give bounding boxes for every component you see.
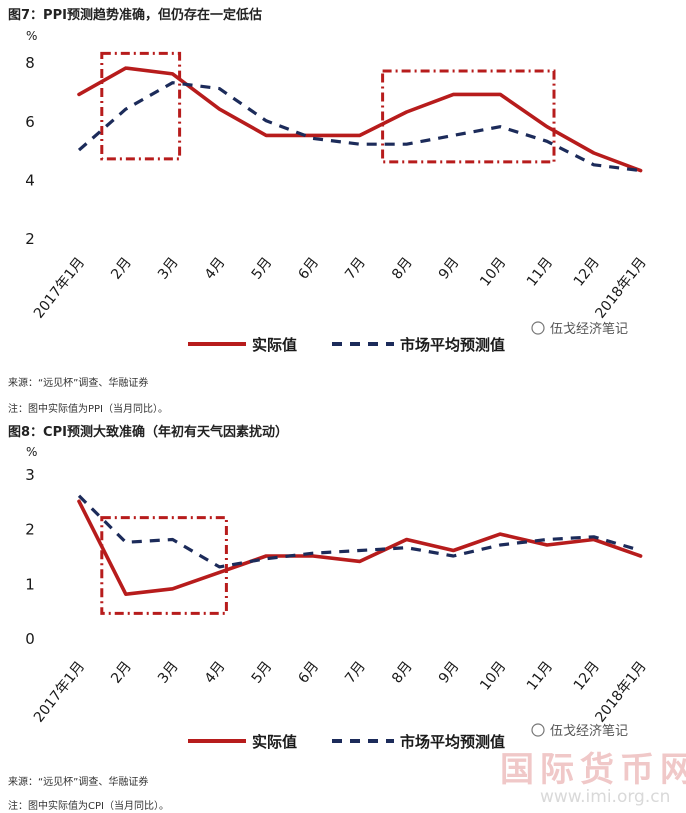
x-tick-label: 3月 [155,255,182,283]
chart1-note: 注：图中实际值为PPI（当月同比）。 [8,404,169,415]
x-tick-label: 10月 [477,255,509,290]
chart1-source: 来源：“远见杯”调查、华融证券 [8,378,149,389]
x-tick-label: 12月 [571,659,603,694]
y-tick-label: 0 [25,630,35,648]
y-tick-label: 6 [25,113,35,131]
x-tick-label: 11月 [524,255,556,290]
series-line-forecast [77,81,641,173]
chart1-title: 图7：PPI预测趋势准确，但仍存在一定低估 [8,8,262,23]
wechat-watermark: 伍戈经济笔记 [531,723,628,739]
x-tick-label: 6月 [295,255,322,283]
x-tick-label: 9月 [436,659,463,687]
y-tick-label: 1 [25,575,35,593]
x-tick-label: 12月 [571,255,603,290]
legend-forecast-label: 市场平均预测值 [400,336,505,354]
x-tick-label: 2017年1月 [31,659,88,726]
y-tick-label: 4 [25,171,35,189]
y-tick-label: 2 [25,521,35,539]
legend: 实际值 市场平均预测值 [188,733,505,751]
y-tick-label: 8 [25,54,35,72]
legend-forecast-label: 市场平均预测值 [400,733,505,751]
x-tick-label: 5月 [249,255,276,283]
x-tick-label: 11月 [524,659,556,694]
highlight-box [100,51,182,161]
x-tick-label: 5月 [249,659,276,687]
site-watermark-url: www.imi.org.cn [540,787,670,807]
highlight-box [381,69,556,164]
x-tick-label: 6月 [295,659,322,687]
x-tick-label: 2月 [108,659,135,687]
x-tick-label: 4月 [202,255,229,283]
series-line-forecast [77,494,642,569]
watermark-text: 伍戈经济笔记 [550,723,628,739]
highlight-box [100,516,228,615]
unit-label: % [26,29,37,43]
x-tick-label: 7月 [342,255,369,283]
chart2-title: 图8：CPI预测大致准确（年初有天气因素扰动） [8,425,288,440]
wechat-watermark: 伍戈经济笔记 [531,321,628,337]
wechat-icon [531,321,545,335]
watermark-text: 伍戈经济笔记 [550,321,628,337]
x-tick-label: 3月 [155,659,182,687]
series-line-actual [77,66,643,173]
x-tick-label: 10月 [477,659,509,694]
x-tick-label: 2月 [108,255,135,283]
wechat-icon [531,723,545,737]
unit-label: % [26,445,37,459]
legend-actual-label: 实际值 [252,733,297,751]
x-tick-label: 9月 [436,255,463,283]
y-tick-label: 3 [25,466,35,484]
x-tick-label: 7月 [342,659,369,687]
legend-actual-label: 实际值 [252,336,297,354]
legend: 实际值 市场平均预测值 [188,336,505,354]
chart2-source: 来源：“远见杯”调查、华融证券 [8,777,149,788]
y-tick-label: 2 [25,230,35,248]
x-tick-label: 2017年1月 [31,255,88,322]
x-tick-label: 8月 [389,659,416,687]
chart2-note: 注：图中实际值为CPI（当月同比）。 [8,801,169,812]
x-tick-label: 8月 [389,255,416,283]
series-line-actual [77,499,643,596]
x-tick-label: 4月 [202,659,229,687]
